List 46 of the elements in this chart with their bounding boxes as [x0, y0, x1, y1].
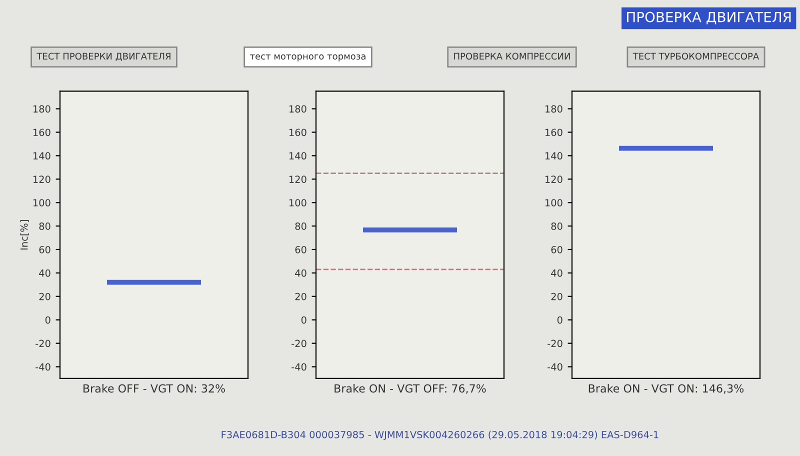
- y-tick-label: -40: [548, 363, 562, 371]
- y-tick-label: -40: [36, 363, 50, 371]
- y-axis-title: Inc[%]: [20, 220, 29, 250]
- x-axis-title: Brake ON - VGT OFF: 76,7%: [334, 384, 486, 394]
- y-tick-label: 60: [295, 246, 306, 254]
- y-tick-label: 40: [39, 269, 50, 277]
- y-tick-label: 40: [295, 269, 306, 277]
- text: тест моторного тормоза: [250, 54, 366, 62]
- y-tick-label: 140: [33, 152, 50, 160]
- text: ТЕСТ ПРОВЕРКИ ДВИГАТЕЛЯ: [36, 52, 170, 61]
- y-tick-label: 80: [295, 222, 306, 230]
- text: ТЕСТ ТУРБОКОМПРЕССОРА: [632, 52, 760, 60]
- y-tick-label: 100: [289, 199, 306, 206]
- y-tick-label: 100: [33, 199, 50, 206]
- y-tick-label: 180: [289, 105, 306, 113]
- y-tick-label: 140: [289, 152, 306, 160]
- y-tick-label: 40: [551, 269, 562, 277]
- y-tick-label: 120: [289, 176, 306, 183]
- y-tick-label: 0: [557, 316, 562, 324]
- y-tick-label: 180: [545, 105, 562, 113]
- y-tick-label: 80: [39, 222, 50, 230]
- y-tick-label: 140: [545, 152, 562, 160]
- y-tick-label: -20: [292, 340, 306, 348]
- y-tick-label: 80: [551, 222, 562, 230]
- y-tick-label: 160: [33, 128, 50, 136]
- y-tick-label: -20: [548, 340, 562, 348]
- text: F3AE0681D-B304 000037985 - WJMM1VSK004260266 (29.05.2018 19:04:29) EAS-D964-1: [222, 430, 658, 440]
- y-tick-label: 120: [33, 176, 50, 183]
- y-tick-label: 0: [45, 316, 50, 324]
- x-axis-title: Brake OFF - VGT ON: 32%: [84, 384, 225, 393]
- y-tick-label: -40: [292, 363, 306, 371]
- y-tick-label: 100: [545, 199, 562, 206]
- y-tick-label: -20: [36, 340, 50, 348]
- x-axis-title: Brake ON - VGT ON: 146,3%: [588, 384, 744, 394]
- y-tick-label: 0: [301, 316, 306, 324]
- y-tick-label: 60: [39, 246, 50, 254]
- y-tick-label: 60: [551, 246, 562, 254]
- y-tick-label: 180: [33, 105, 50, 113]
- y-tick-label: 20: [295, 292, 306, 300]
- text: ПРОВЕРКА ДВИГАТЕЛЯ: [627, 12, 791, 24]
- text: ПРОВЕРКА КОМПРЕССИИ: [454, 52, 570, 60]
- y-tick-label: 160: [289, 128, 306, 136]
- y-tick-label: 160: [545, 128, 562, 136]
- y-tick-label: 120: [545, 176, 562, 183]
- y-tick-label: 20: [551, 292, 562, 300]
- y-tick-label: 20: [39, 292, 50, 300]
